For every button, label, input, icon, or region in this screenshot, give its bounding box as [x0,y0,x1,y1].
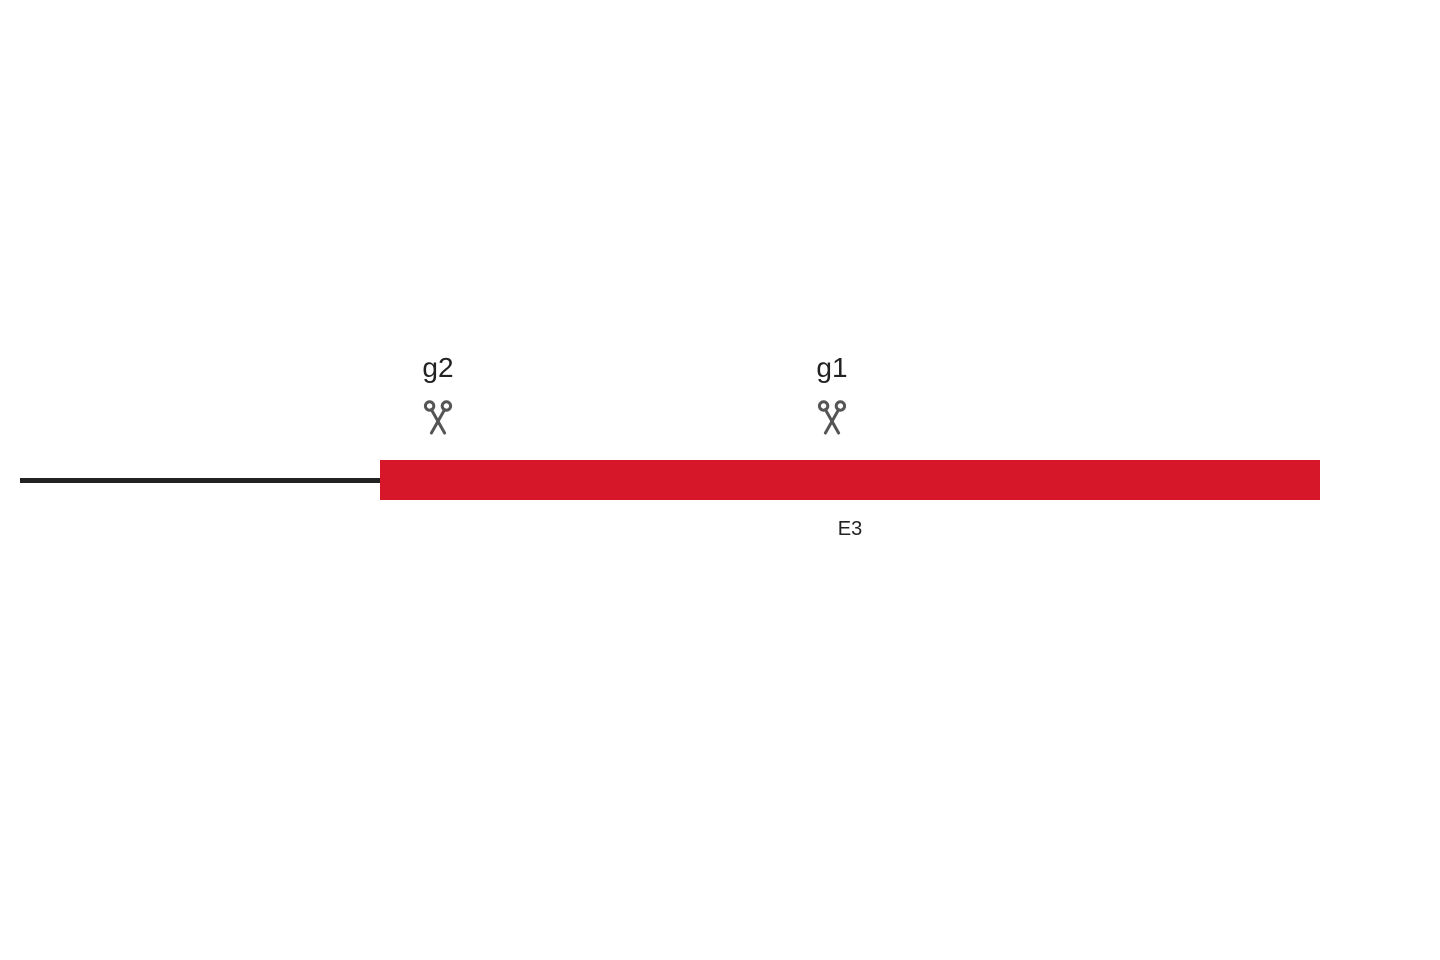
exon-label-e3: E3 [838,518,862,541]
intron-line [20,478,380,483]
guide-label-g2: g2 [422,352,453,384]
scissors-icon-g2 [423,400,453,441]
scissors-icon-g1 [817,400,847,441]
guide-label-g1: g1 [816,352,847,384]
exon-box-e3 [380,460,1320,500]
